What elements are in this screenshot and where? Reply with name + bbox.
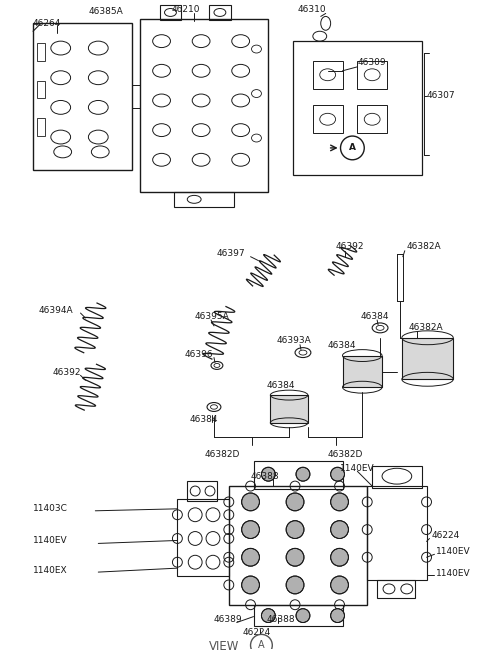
Circle shape (262, 608, 275, 622)
Bar (367, 486, 427, 580)
Circle shape (286, 548, 304, 566)
Text: 46396: 46396 (184, 350, 213, 359)
Text: 46384: 46384 (360, 312, 389, 320)
Circle shape (286, 521, 304, 538)
Text: 46224: 46224 (432, 531, 460, 540)
Text: 46264: 46264 (33, 19, 61, 28)
Text: 46392: 46392 (336, 242, 364, 252)
Circle shape (331, 467, 345, 481)
Bar (140, 20, 268, 193)
Bar (37, 119, 45, 136)
Text: 46224: 46224 (243, 628, 271, 637)
Bar (270, 395, 308, 422)
Text: 46384: 46384 (266, 381, 295, 390)
Circle shape (296, 467, 310, 481)
Circle shape (286, 493, 304, 511)
Text: 46382D: 46382D (328, 450, 363, 459)
Text: 46307: 46307 (427, 91, 455, 100)
Text: A: A (349, 143, 356, 153)
Circle shape (331, 493, 348, 511)
Text: 46395A: 46395A (194, 312, 229, 320)
Text: 46309: 46309 (357, 58, 386, 67)
Bar (187, 481, 217, 501)
Text: 46210: 46210 (171, 5, 200, 14)
Bar (253, 605, 343, 626)
Bar (132, 84, 140, 108)
Circle shape (296, 608, 310, 622)
Circle shape (241, 548, 260, 566)
Text: 46385A: 46385A (88, 7, 123, 16)
Text: 1140EV: 1140EV (33, 536, 68, 545)
Text: 46382A: 46382A (407, 242, 442, 252)
Text: 46388: 46388 (266, 615, 295, 624)
Bar (37, 81, 45, 98)
Text: 1140EX: 1140EX (33, 566, 68, 574)
Text: 46397: 46397 (217, 249, 246, 258)
Bar (37, 43, 45, 61)
Text: 46392: 46392 (53, 368, 81, 377)
Bar (293, 41, 421, 175)
Bar (209, 5, 231, 20)
Circle shape (331, 521, 348, 538)
Bar (377, 580, 415, 598)
Text: 11403C: 11403C (33, 504, 68, 514)
Text: 46393A: 46393A (276, 336, 311, 345)
Text: A: A (258, 641, 265, 650)
Bar (159, 5, 181, 20)
Circle shape (241, 576, 260, 594)
Bar (343, 356, 382, 387)
Circle shape (331, 608, 345, 622)
Text: 1140EV: 1140EV (436, 569, 471, 578)
Circle shape (262, 467, 275, 481)
Circle shape (331, 548, 348, 566)
Bar (178, 499, 229, 576)
Bar (402, 338, 453, 379)
Bar (313, 105, 343, 133)
Circle shape (241, 493, 260, 511)
Text: 46382A: 46382A (409, 324, 444, 332)
Text: 46382D: 46382D (204, 450, 240, 459)
Circle shape (241, 521, 260, 538)
Circle shape (331, 576, 348, 594)
Text: 46384: 46384 (328, 341, 356, 350)
Circle shape (286, 576, 304, 594)
Text: 46389: 46389 (214, 615, 242, 624)
Text: 46394A: 46394A (39, 306, 73, 314)
Text: 1140EV: 1140EV (436, 547, 471, 556)
Bar (357, 61, 387, 88)
Bar (253, 461, 343, 489)
Bar (313, 61, 343, 88)
Bar (174, 193, 234, 207)
Text: 46384: 46384 (189, 415, 218, 424)
Text: 46388: 46388 (251, 472, 279, 481)
Bar (372, 466, 421, 488)
Text: 1140EV: 1140EV (339, 464, 374, 473)
Bar (229, 486, 367, 605)
Text: VIEW: VIEW (209, 640, 240, 653)
Text: 46310: 46310 (298, 5, 326, 14)
Bar (357, 105, 387, 133)
Bar (33, 24, 132, 170)
